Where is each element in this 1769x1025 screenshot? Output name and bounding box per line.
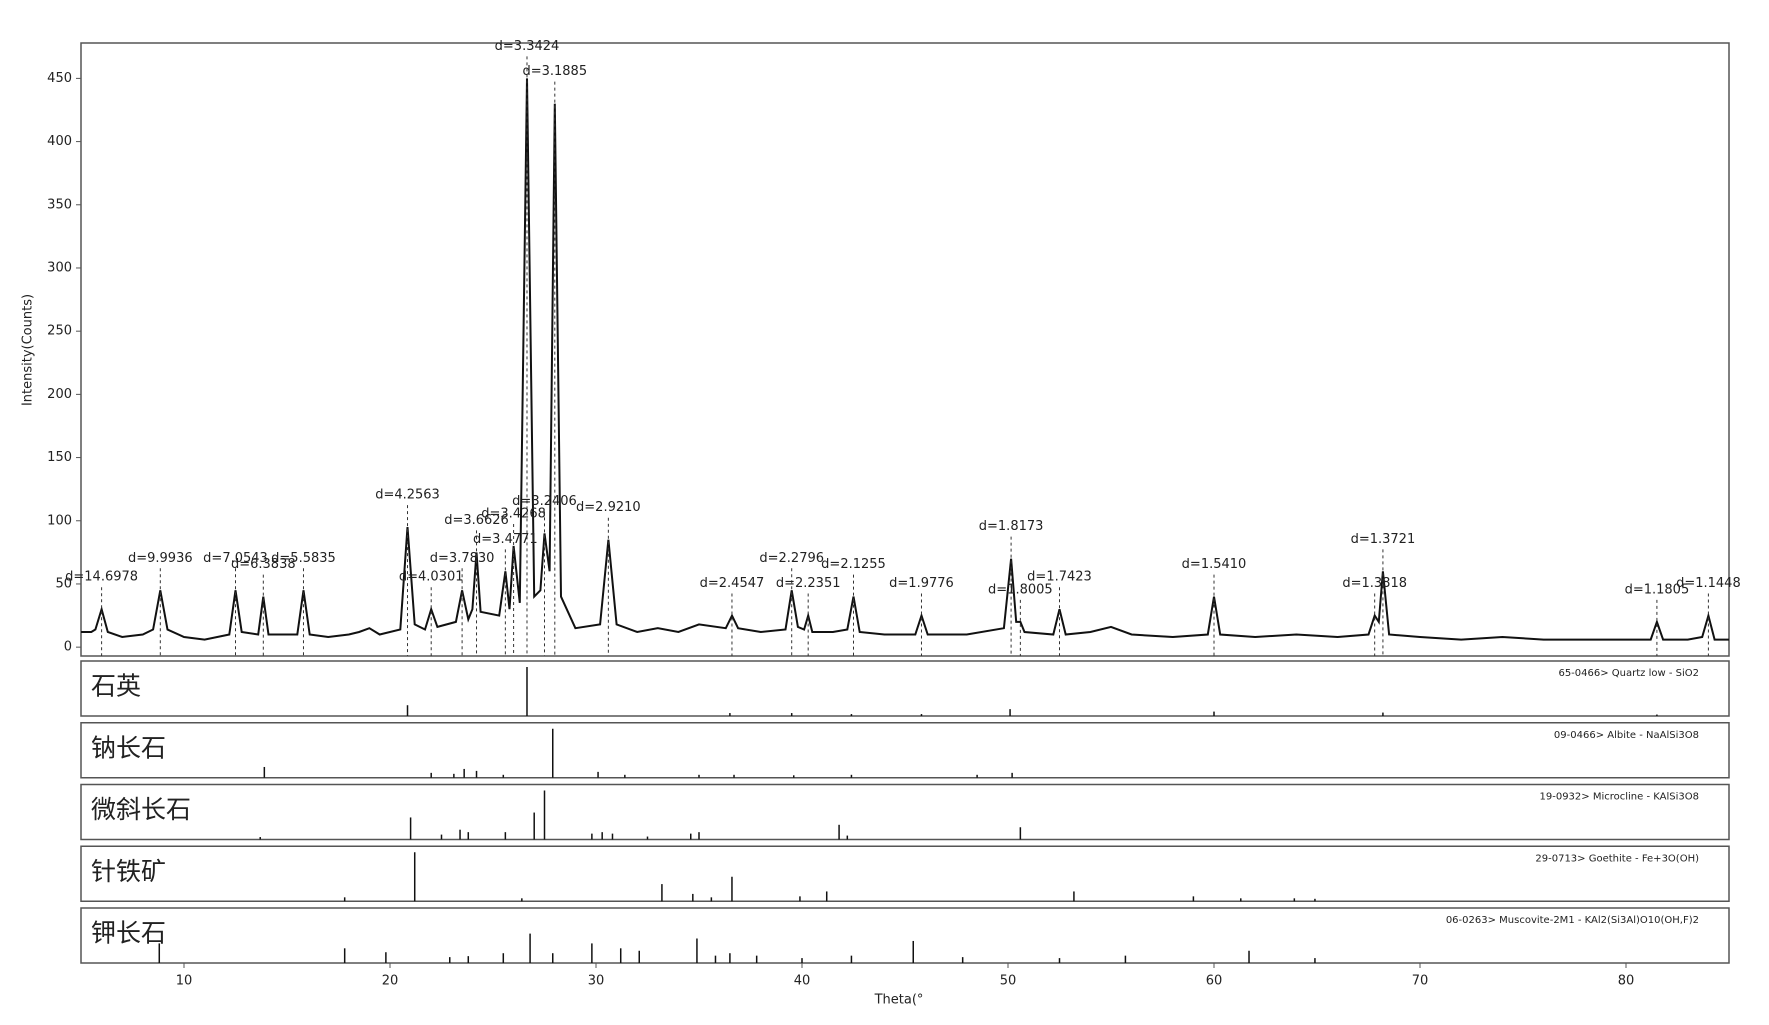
peak-label: d=2.4547 — [700, 576, 765, 591]
reference-panel — [80, 660, 1730, 717]
y-tick-label: 400 — [47, 134, 72, 149]
x-tick-label: 70 — [1412, 974, 1429, 989]
peak-label: d=1.7423 — [1027, 570, 1092, 585]
peak-label: d=7.0543 — [203, 551, 268, 566]
panel-label: 石英 — [91, 672, 141, 701]
intensity-line — [81, 78, 1729, 641]
plot-frame — [80, 42, 1730, 657]
y-tick-label: 200 — [47, 387, 72, 402]
peak-label: d=14.6978 — [65, 570, 138, 585]
x-tick-label: 10 — [176, 974, 193, 989]
reference-panel — [80, 845, 1730, 902]
card-label: 19-0932> Microcline - KAlSi3O8 — [1540, 792, 1700, 803]
peak-label: d=3.7830 — [430, 551, 495, 566]
peak-label: d=2.2351 — [776, 576, 841, 591]
card-label: 09-0466> Albite - NaAlSi3O8 — [1554, 730, 1699, 741]
reference-panel — [80, 907, 1730, 964]
peak-label: d=1.1448 — [1676, 576, 1741, 591]
peak-label: d=1.3721 — [1351, 532, 1416, 547]
peak-label: d=5.5835 — [271, 551, 336, 566]
x-tick-label: 80 — [1618, 974, 1635, 989]
peak-label: d=2.9210 — [576, 500, 641, 515]
x-tick-label: 20 — [382, 974, 399, 989]
peak-label: d=6.3838 — [231, 557, 296, 572]
x-tick-label: 40 — [794, 974, 811, 989]
x-axis-label: Theta(° — [874, 993, 924, 1008]
peak-label: d=1.9776 — [889, 576, 954, 591]
x-tick-label: 50 — [1000, 974, 1017, 989]
peak-label: d=3.4771 — [473, 532, 538, 547]
y-tick-label: 250 — [47, 324, 72, 339]
reference-panel — [80, 722, 1730, 779]
y-tick-label: 100 — [47, 513, 72, 528]
peak-label: d=9.9936 — [128, 551, 193, 566]
peak-label: d=3.4268 — [481, 507, 546, 522]
peak-label: d=1.1805 — [1625, 582, 1690, 597]
peak-label: d=1.3818 — [1342, 576, 1407, 591]
reference-panel — [80, 783, 1730, 841]
peak-label: d=3.2406 — [512, 494, 577, 509]
card-label: 06-0263> Muscovite-2M1 - KAl2(Si3Al)O10(… — [1446, 915, 1699, 926]
y-tick-label: 300 — [47, 260, 72, 275]
x-tick-label: 30 — [588, 974, 605, 989]
card-label: 29-0713> Goethite - Fe+3O(OH) — [1535, 853, 1699, 864]
panel-label: 针铁矿 — [91, 857, 166, 886]
peak-label: d=1.8173 — [979, 519, 1044, 534]
peak-label: d=3.1885 — [522, 64, 587, 79]
peak-label: d=3.6626 — [444, 513, 509, 528]
y-tick-label: 150 — [47, 450, 72, 465]
peak-label: d=2.2796 — [759, 551, 824, 566]
y-tick-label: 50 — [55, 576, 72, 591]
x-tick-label: 60 — [1206, 974, 1223, 989]
peak-label: d=4.2563 — [375, 488, 440, 503]
panel-label: 钠长石 — [91, 733, 166, 762]
panel-label: 钾长石 — [91, 919, 166, 948]
y-tick-label: 450 — [47, 71, 72, 86]
peak-label: d=2.1255 — [821, 557, 886, 572]
peak-label: d=3.3424 — [495, 39, 560, 54]
peak-label: d=1.5410 — [1182, 557, 1247, 572]
peak-label: d=1.8005 — [988, 582, 1053, 597]
card-label: 65-0466> Quartz low - SiO2 — [1558, 668, 1699, 679]
y-tick-label: 350 — [47, 197, 72, 212]
peak-label: d=4.0301 — [399, 570, 464, 585]
panel-label: 微斜长石 — [91, 795, 191, 824]
y-tick-label: 0 — [64, 640, 72, 655]
y-axis-label: Intensity(Counts) — [21, 294, 36, 406]
